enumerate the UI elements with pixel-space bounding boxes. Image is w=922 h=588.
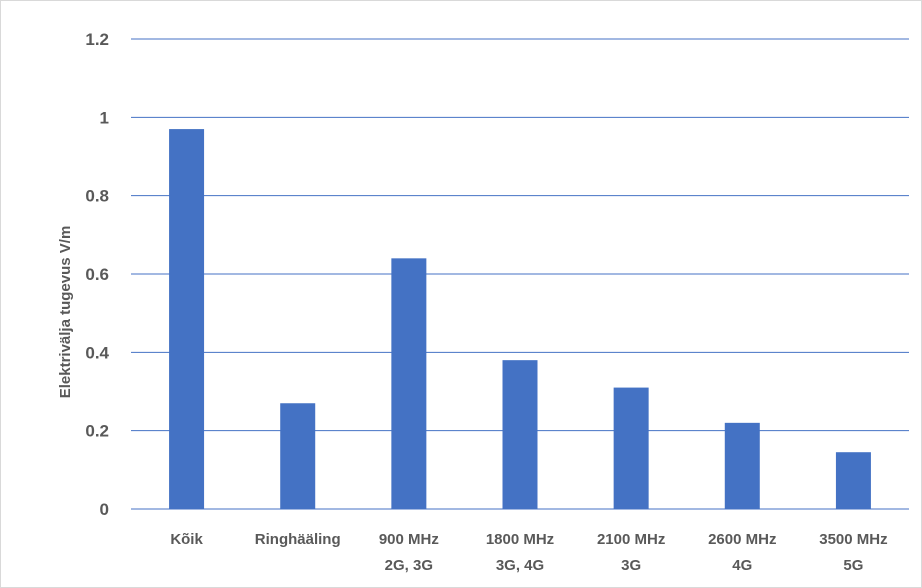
x-category-label: 2600 MHz	[708, 531, 776, 548]
gridlines	[131, 38, 909, 510]
x-category-label: 3G, 4G	[496, 557, 544, 574]
y-tick-label: 0.2	[85, 422, 109, 441]
x-category-label: 5G	[843, 557, 863, 574]
bar	[502, 360, 538, 509]
y-tick-label: 0	[100, 500, 109, 519]
y-tick-label: 1.2	[85, 30, 109, 49]
bar	[835, 452, 871, 509]
y-axis-ticks: 0 0.2 0.4 0.6 0.8 1 1.2	[85, 30, 109, 519]
bar	[391, 258, 427, 509]
x-category-label: 4G	[732, 557, 752, 574]
x-category-label: 1800 MHz	[486, 531, 554, 548]
bar	[724, 422, 760, 509]
x-category-label: 3G	[621, 557, 641, 574]
x-category-label: 2100 MHz	[597, 531, 665, 548]
x-category-label: Ringhääling	[255, 531, 341, 548]
y-tick-label: 0.4	[85, 343, 109, 362]
x-category-label: 2G, 3G	[385, 557, 433, 574]
x-category-label: 900 MHz	[379, 531, 439, 548]
bar	[169, 129, 205, 510]
y-tick-label: 0.6	[85, 265, 109, 284]
x-category-label: Kõik	[170, 531, 203, 548]
bar	[613, 387, 649, 509]
y-axis-title: Elektrivälja tugevus V/m	[57, 226, 74, 399]
x-axis-labels: Kõik Ringhääling 900 MHz 2G, 3G 1800 MHz 3G, …	[170, 531, 887, 574]
y-tick-label: 1	[100, 108, 109, 127]
x-category-label: 3500 MHz	[819, 531, 887, 548]
bars	[169, 129, 871, 510]
y-tick-label: 0.8	[85, 187, 109, 206]
bar	[280, 403, 316, 509]
